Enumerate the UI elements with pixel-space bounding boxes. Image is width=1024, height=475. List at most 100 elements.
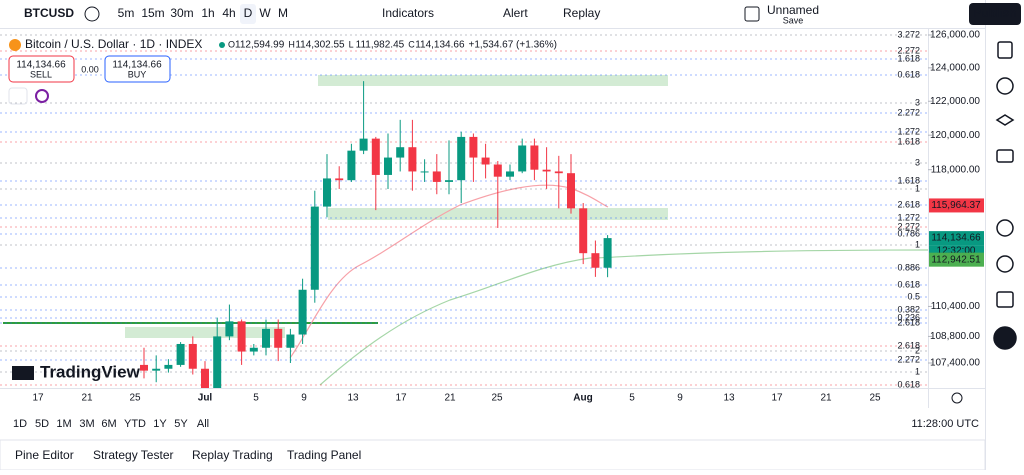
candle-body <box>140 364 148 371</box>
candle-body <box>432 171 441 182</box>
candle-body <box>603 238 612 268</box>
candle-body <box>201 368 209 388</box>
sell[interactable]: SELL <box>30 69 52 79</box>
interval[interactable]: 5m <box>118 6 135 20</box>
buy-price[interactable]: 114,134.66 <box>112 60 162 71</box>
time-label: 21 <box>820 393 832 404</box>
layout-name[interactable]: Unnamed <box>767 3 819 17</box>
fib-label: 0.786 <box>897 228 920 238</box>
interval[interactable]: 15m <box>141 6 164 20</box>
alert[interactable]: Alert <box>503 6 528 20</box>
add-symbol[interactable] <box>84 6 100 22</box>
buy[interactable]: BUY <box>128 69 147 79</box>
fib-label: 2.618 <box>897 340 920 350</box>
panel-tab[interactable]: Trading Panel <box>287 448 361 462</box>
symbol-title: Bitcoin / U.S. Dollar · 1D · INDEX <box>25 37 202 51</box>
time-label: 25 <box>491 393 503 404</box>
replay[interactable]: Replay <box>563 6 600 20</box>
moving-average <box>319 249 929 386</box>
candle-body <box>176 343 185 365</box>
logo-mark <box>12 366 34 380</box>
price-badge-label: 114,134.66 <box>931 233 981 244</box>
candle-body <box>164 364 173 369</box>
candle-body <box>262 328 270 348</box>
candle-body <box>286 334 295 348</box>
range[interactable]: 5D <box>35 418 49 430</box>
time-label: 17 <box>771 393 783 404</box>
candle-body <box>371 138 380 175</box>
axis-settings[interactable] <box>951 392 963 404</box>
candle-body <box>518 145 527 172</box>
fib-label: 1 <box>915 366 920 376</box>
fib-label: 3.272 <box>897 29 920 39</box>
fib-label: 2 <box>915 345 920 355</box>
panel-tab[interactable]: Strategy Tester <box>93 448 173 462</box>
interval[interactable]: D <box>244 6 253 20</box>
checkbox[interactable] <box>744 6 760 22</box>
time-label: 21 <box>444 393 456 404</box>
sidebar-icons[interactable] <box>993 41 1017 350</box>
interval[interactable]: 30m <box>170 6 193 20</box>
fib-label: 3 <box>915 157 920 167</box>
ohlc-key: H <box>288 39 295 49</box>
range[interactable]: 1M <box>56 418 71 430</box>
sell-price[interactable]: 114,134.66 <box>16 60 66 71</box>
price-label: 124,000.00 <box>930 62 980 73</box>
coin-icon <box>9 39 21 51</box>
price-badge <box>929 252 984 267</box>
time-label: 9 <box>677 393 683 404</box>
range[interactable]: 6M <box>101 418 116 430</box>
collapse[interactable] <box>8 87 28 105</box>
symbol[interactable]: BTCUSD <box>24 6 74 20</box>
candle-body <box>408 147 417 172</box>
fib-label: 0.618 <box>897 69 920 79</box>
candle-body <box>237 321 246 352</box>
bottom-panel <box>0 439 986 471</box>
range[interactable]: YTD <box>124 418 146 430</box>
fib-label: 1.272 <box>897 126 920 136</box>
buy-box[interactable] <box>104 55 171 83</box>
sell-box[interactable] <box>8 55 75 83</box>
time-label: Aug <box>573 393 592 404</box>
interval[interactable]: W <box>259 6 271 20</box>
range[interactable]: 1D <box>13 418 27 430</box>
sync[interactable] <box>35 89 49 103</box>
range[interactable]: 5Y <box>174 418 188 430</box>
range[interactable]: 3M <box>79 418 94 430</box>
candle-body <box>347 150 356 181</box>
price-label: 107,400.00 <box>930 358 980 369</box>
candle-body <box>493 164 502 177</box>
candle-body <box>457 136 466 181</box>
panel-tab[interactable]: Pine Editor <box>15 448 74 462</box>
price-badge <box>929 231 984 246</box>
range[interactable]: 1Y <box>153 418 167 430</box>
candle-body <box>384 157 392 175</box>
time-label: Jul <box>198 393 213 404</box>
price-label: 126,000.00 <box>930 30 980 41</box>
interval[interactable]: 4h <box>222 6 235 20</box>
candle-body <box>213 336 222 388</box>
publish-button[interactable] <box>969 3 1021 25</box>
candle-body <box>152 368 161 371</box>
interval[interactable]: 1h <box>201 6 214 20</box>
time-label: 5 <box>629 393 635 404</box>
fib-label: 1.618 <box>897 175 920 185</box>
indicators[interactable]: Indicators <box>382 6 434 20</box>
save[interactable]: Save <box>783 15 804 25</box>
fib-label: 2.272 <box>897 107 920 117</box>
interval-active <box>240 4 256 24</box>
candle-body <box>359 138 368 151</box>
ohlc-value: 112,594.99 <box>235 40 285 51</box>
candle-body <box>506 171 514 177</box>
range[interactable]: All <box>197 418 209 430</box>
candle-body <box>579 208 588 254</box>
fib-label: 2.618 <box>897 199 920 209</box>
time-label: 9 <box>301 393 307 404</box>
ohlc-value: 114,302.55 <box>295 40 345 51</box>
fib-label: 0.5 <box>907 291 920 301</box>
candle-body <box>188 343 197 369</box>
panel-tab[interactable]: Replay Trading <box>192 448 273 462</box>
candle-body <box>249 347 258 352</box>
publish[interactable]: Publish <box>973 6 1016 20</box>
interval[interactable]: M <box>278 6 288 20</box>
